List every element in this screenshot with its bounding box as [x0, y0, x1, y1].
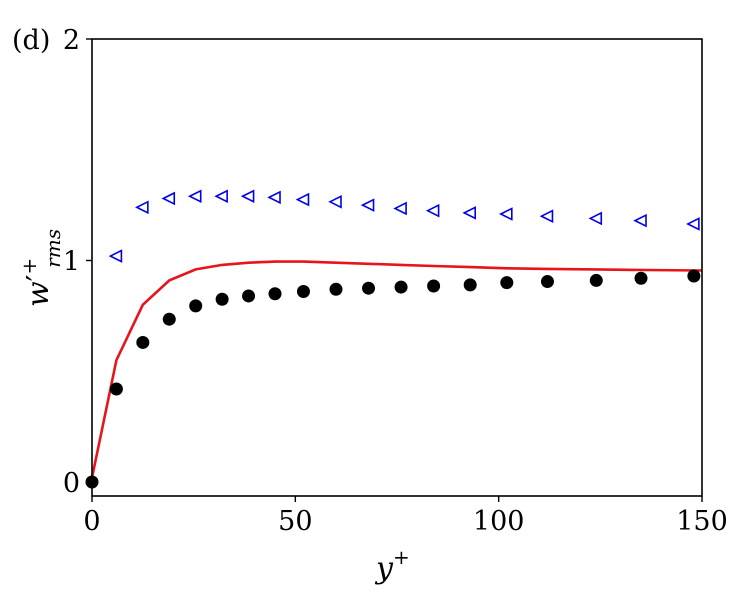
data-point-triangle — [328, 195, 342, 209]
x-tick-label: 0 — [83, 506, 100, 537]
data-point-circle — [189, 299, 203, 313]
data-point-triangle — [161, 191, 176, 206]
data-point-triangle — [686, 217, 700, 231]
ticks-layer: 0 50 100 150 0 1 2 — [63, 25, 728, 537]
data-point-triangle — [462, 206, 477, 220]
x-axis-label: y+ — [374, 545, 410, 586]
x-tick-label: 100 — [473, 506, 525, 537]
data-point-triangle — [240, 189, 255, 204]
data-point-triangle — [633, 213, 647, 228]
data-point-circle — [500, 276, 514, 290]
data-point-circle — [394, 280, 408, 294]
data-point-circle — [215, 292, 229, 306]
panel-label: (d) — [12, 25, 50, 56]
data-point-circle — [296, 285, 310, 299]
y-axis-label: w′+rms — [17, 229, 65, 307]
svg-text:w′+rms: w′+rms — [17, 229, 65, 307]
data-point-circle — [268, 287, 282, 301]
data-point-circle — [427, 279, 441, 293]
data-point-circle — [687, 269, 701, 283]
data-point-triangle — [214, 189, 228, 204]
data-point-circle — [589, 273, 603, 287]
series-line-0 — [90, 260, 703, 478]
data-point-triangle — [187, 189, 202, 204]
data-point-triangle — [425, 203, 440, 218]
data-point-circle — [463, 278, 477, 292]
data-point-triangle — [295, 192, 310, 207]
data-point-circle — [242, 289, 256, 303]
plot-frame — [91, 38, 703, 497]
data-point-circle — [109, 382, 123, 396]
y-tick-label: 2 — [63, 25, 80, 56]
data-point-triangle — [135, 200, 149, 215]
data-point-circle — [136, 335, 150, 349]
data-point-circle — [329, 282, 343, 296]
data-point-circle — [540, 275, 554, 289]
data-point-triangle — [588, 211, 603, 226]
data-point-circle — [634, 271, 648, 285]
data-point-triangle — [267, 190, 281, 205]
data-point-triangle — [539, 209, 554, 223]
y-tick-label: 1 — [63, 247, 80, 278]
data-point-circle — [362, 281, 376, 295]
series-layer — [85, 189, 703, 489]
y-tick-label: 0 — [63, 468, 80, 499]
data-point-triangle — [108, 249, 123, 263]
data-point-triangle — [393, 201, 407, 216]
x-tick-label: 150 — [676, 506, 728, 537]
data-point-circle — [162, 312, 176, 326]
data-point-triangle — [360, 198, 375, 212]
data-point-triangle — [499, 207, 513, 221]
x-tick-label: 50 — [278, 506, 312, 537]
